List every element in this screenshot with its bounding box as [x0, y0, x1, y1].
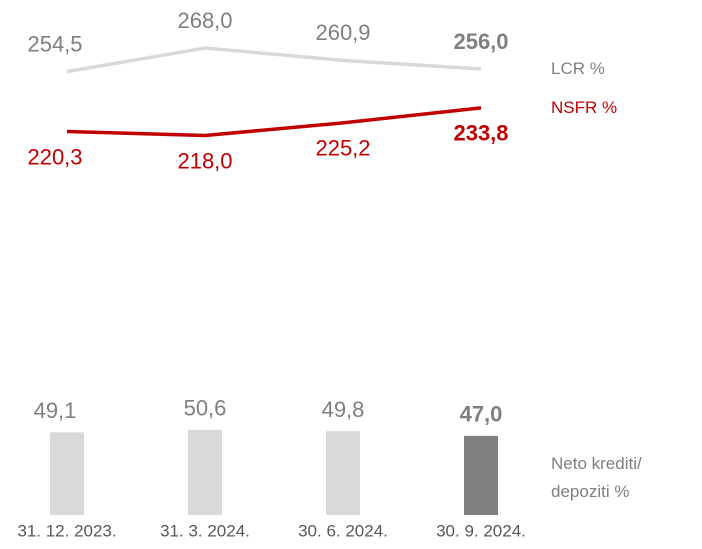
x-tick-label: 30. 6. 2024. — [298, 521, 388, 540]
legend-entry: LCR % — [551, 59, 605, 78]
data-label: 49,8 — [322, 397, 365, 422]
line — [66, 46, 482, 74]
data-label: 260,9 — [315, 20, 370, 45]
bar — [188, 429, 222, 515]
data-label: 256,0 — [453, 29, 508, 54]
bar — [464, 435, 498, 515]
legend-entry: Neto krediti/ depoziti % — [551, 454, 642, 501]
data-label: 268,0 — [177, 8, 232, 33]
data-label: 233,8 — [453, 121, 508, 146]
data-label: 218,0 — [177, 148, 232, 173]
data-label: 225,2 — [315, 136, 370, 161]
data-label: 254,5 — [27, 31, 82, 56]
line — [66, 106, 482, 138]
data-label: 220,3 — [27, 144, 82, 169]
x-tick-label: 30. 9. 2024. — [436, 521, 526, 540]
data-label: 49,1 — [34, 398, 77, 423]
x-tick-label: 31. 12. 2023. — [17, 521, 116, 540]
x-tick-label: 31. 3. 2024. — [160, 521, 250, 540]
data-label: 47,0 — [460, 402, 503, 427]
bar — [50, 432, 84, 515]
legend-entry: NSFR % — [551, 97, 618, 117]
data-label: 50,6 — [184, 396, 227, 421]
bar — [326, 431, 360, 515]
